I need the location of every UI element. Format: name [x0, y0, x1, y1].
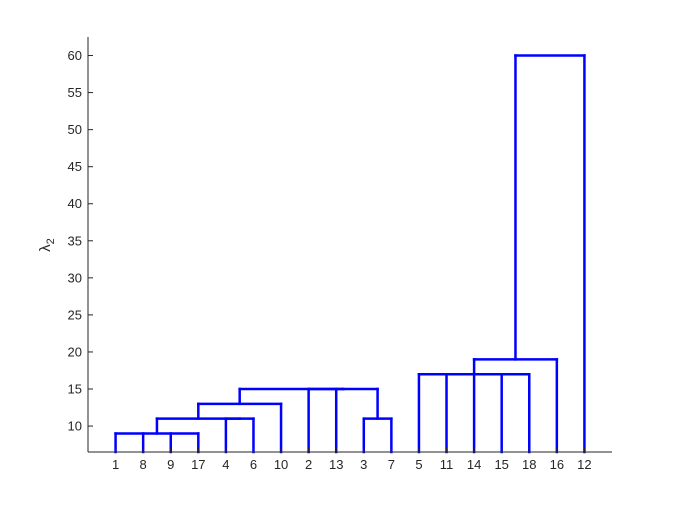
x-tick-label: 9	[167, 457, 174, 472]
x-tick-label: 3	[360, 457, 367, 472]
y-axis-label: λ2	[37, 238, 57, 252]
y-tick-label: 55	[68, 85, 82, 100]
x-tick-label: 13	[329, 457, 343, 472]
x-tick-label: 16	[550, 457, 564, 472]
x-tick-label: 18	[522, 457, 536, 472]
y-ticks: 10 15 20 25 30 35 40 45 50 55 60	[68, 48, 93, 434]
x-tick-label: 5	[415, 457, 422, 472]
y-tick-label: 10	[68, 419, 82, 434]
y-tick-label: 30	[68, 270, 82, 285]
y-tick-label: 50	[68, 122, 82, 137]
axes	[87, 37, 612, 453]
x-tick-label: 14	[467, 457, 481, 472]
y-tick-label: 15	[68, 382, 82, 397]
x-tick-label: 15	[494, 457, 508, 472]
x-tick-label: 6	[250, 457, 257, 472]
x-ticks: 1 8 9 17 4 6 10 2 13 3 7 5 11 14 15 18 16 12	[112, 447, 592, 472]
y-tick-label: 20	[68, 344, 82, 359]
x-tick-label: 11	[440, 457, 454, 472]
y-tick-label: 45	[68, 159, 82, 174]
x-tick-label: 8	[140, 457, 147, 472]
x-tick-label: 7	[388, 457, 395, 472]
y-tick-label: 40	[68, 196, 82, 211]
y-tick-label: 35	[68, 233, 82, 248]
y-axis-label-subscript: 2	[45, 238, 57, 244]
x-tick-label: 12	[577, 457, 591, 472]
dendrogram-links	[114, 54, 586, 454]
y-tick-label: 25	[68, 307, 82, 322]
x-tick-label: 17	[191, 457, 205, 472]
y-tick-label: 60	[68, 48, 82, 63]
y-axis-label-symbol: λ	[37, 244, 54, 252]
x-tick-label: 1	[112, 457, 119, 472]
x-tick-label: 4	[222, 457, 229, 472]
x-tick-label: 10	[274, 457, 288, 472]
x-tick-label: 2	[305, 457, 312, 472]
